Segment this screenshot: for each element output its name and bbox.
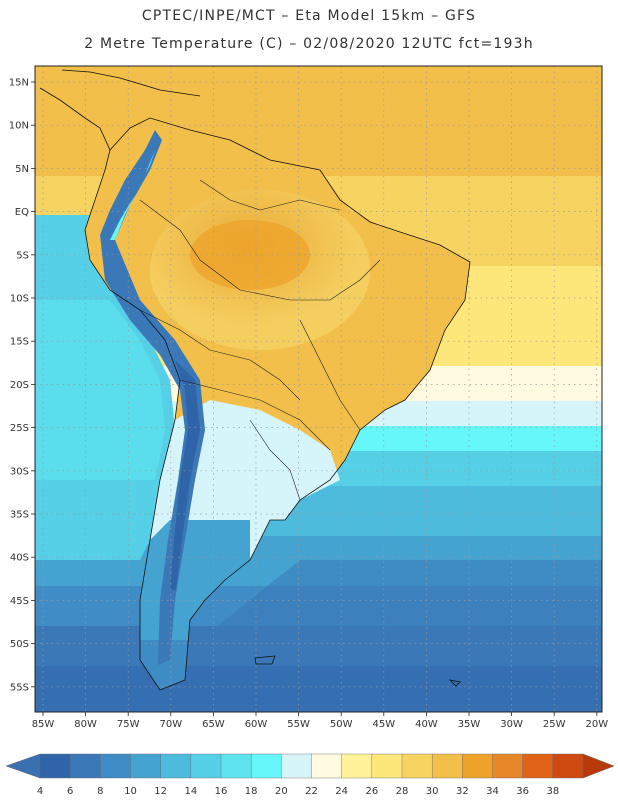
lon-tick-label: 20W [585, 719, 608, 730]
country-borders [139, 179, 381, 501]
lat-tick-label: 35S [10, 510, 29, 521]
lon-tick-label: 45W [372, 719, 395, 730]
lat-tick-label: EQ [15, 207, 29, 218]
colorbar-label: 36 [516, 786, 529, 797]
colorbar-label: 14 [184, 786, 197, 797]
colorbar-label: 38 [546, 786, 559, 797]
chart-subtitle: 2 Metre Temperature (C) – 02/08/2020 12U… [84, 36, 534, 52]
colorbar-swatch [160, 753, 192, 779]
lon-tick-label: 55W [287, 719, 310, 730]
lon-tick-label: 50W [330, 719, 353, 730]
colorbar-label: 20 [275, 786, 288, 797]
colorbar-swatch [100, 753, 132, 779]
colorbar-swatch [492, 753, 524, 779]
colorbar-high-arrow [582, 753, 615, 779]
lat-tick-label: 50S [10, 639, 29, 650]
colorbar-swatch [431, 753, 463, 779]
colorbar-label: 34 [486, 786, 499, 797]
colorbar-label: 32 [456, 786, 469, 797]
colorbar-label: 6 [67, 786, 73, 797]
graticule [35, 66, 602, 712]
lon-tick-label: 85W [32, 719, 55, 730]
colorbar-swatch [462, 753, 494, 779]
lat-tick-label: 25S [10, 423, 29, 434]
colorbar-swatch [220, 753, 252, 779]
lon-tick-label: 75W [117, 719, 140, 730]
lon-tick-label: 40W [415, 719, 438, 730]
colorbar-label: 26 [365, 786, 378, 797]
colorbar-swatch [522, 753, 554, 779]
colorbar-label: 16 [215, 786, 228, 797]
lat-tick-label: 15S [10, 337, 29, 348]
colorbar-label: 28 [396, 786, 409, 797]
lat-tick-label: 10N [9, 121, 29, 132]
colorbar-swatch [130, 753, 162, 779]
lon-tick-label: 25W [543, 719, 566, 730]
chart-title: CPTEC/INPE/MCT – Eta Model 15km – GFS [141, 8, 477, 24]
colorbar-swatch [250, 753, 282, 779]
lat-tick-label: 15N [9, 78, 29, 89]
lon-tick-label: 30W [500, 719, 523, 730]
colorbar-swatch [281, 753, 313, 779]
colorbar-low-arrow [5, 753, 41, 779]
coastline [39, 69, 471, 691]
lat-tick-label: 30S [10, 466, 29, 477]
colorbar-label: 30 [426, 786, 439, 797]
longitude-axis: 85W 80W 75W 70W 65W 60W 55W 50W 45W 40W 35W 30W 25W 2… [32, 712, 608, 730]
colorbar-swatch [39, 753, 71, 779]
colorbar-swatch [552, 753, 584, 779]
lon-tick-label: 80W [74, 719, 97, 730]
colorbar-label: 22 [305, 786, 318, 797]
colorbar-label: 10 [124, 786, 137, 797]
lat-tick-label: 10S [10, 294, 29, 305]
lat-tick-label: 55S [10, 682, 29, 693]
lat-tick-label: 5S [16, 250, 29, 261]
colorbar-label: 24 [335, 786, 348, 797]
colorbar-label: 12 [154, 786, 167, 797]
lat-tick-label: 20S [10, 380, 29, 391]
colorbar-swatch [341, 753, 373, 779]
lon-tick-label: 70W [159, 719, 182, 730]
colorbar-swatch [190, 753, 222, 779]
colorbar: 4 6 8 10 12 14 16 18 20 22 24 26 28 30 32 34 36 38 [5, 753, 615, 797]
colorbar-label: 4 [37, 786, 43, 797]
lat-tick-label: 5N [15, 164, 29, 175]
lon-tick-label: 65W [202, 719, 225, 730]
latitude-axis: 15N 10N 5N EQ 5S 10S 15S 20S 25S 30S 35S 40S 45S 50S 5… [9, 78, 35, 693]
lat-tick-label: 40S [10, 553, 29, 564]
temperature-field [35, 66, 602, 712]
lon-tick-label: 60W [245, 719, 268, 730]
colorbar-swatch [401, 753, 433, 779]
lon-tick-label: 35W [458, 719, 481, 730]
colorbar-label: 8 [97, 786, 103, 797]
colorbar-label: 18 [245, 786, 258, 797]
colorbar-swatch [69, 753, 101, 779]
map-frame [34, 65, 603, 713]
colorbar-swatch [311, 753, 343, 779]
colorbar-swatch [371, 753, 403, 779]
lat-tick-label: 45S [10, 596, 29, 607]
